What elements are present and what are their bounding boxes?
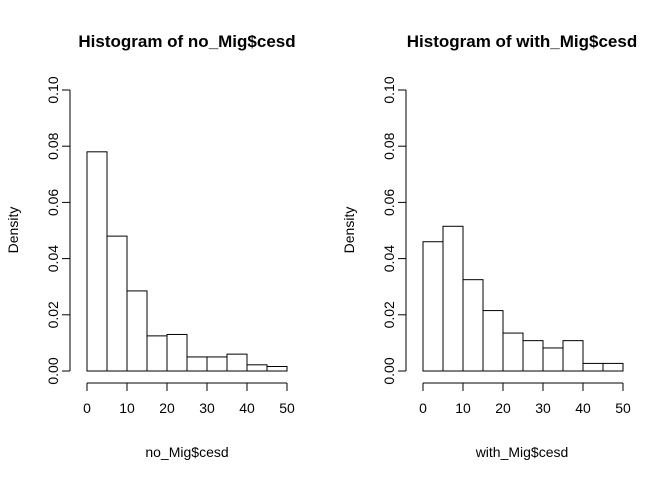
histogram-bar (462, 279, 484, 372)
x-axis: 0 10 20 30 40 50 (419, 382, 631, 416)
histogram-bar (502, 332, 524, 372)
x-tick-label: 50 (615, 400, 631, 416)
histogram-bar (106, 235, 128, 372)
x-tick-label: 50 (279, 400, 295, 416)
x-tick-label: 0 (83, 400, 91, 416)
histogram-panel-with-mig: Histogram of with_Mig$cesd with_Mig$cesd… (341, 32, 637, 460)
x-axis-label: with_Mig$cesd (475, 444, 569, 460)
histogram-bar (602, 362, 624, 372)
histogram-bar (482, 310, 504, 372)
histogram-panel-no-mig: Histogram of no_Mig$cesd no_Mig$cesd Den… (5, 32, 296, 460)
histogram-bar (266, 366, 288, 372)
x-tick-label: 10 (119, 400, 135, 416)
y-tick-label: 0.04 (381, 245, 397, 272)
y-tick-label: 0.02 (381, 301, 397, 328)
histogram-bar (226, 353, 248, 372)
histogram-bar (522, 340, 544, 372)
y-axis: 0.00 0.02 0.04 0.06 0.08 0.10 (381, 76, 407, 385)
histogram-bar (562, 340, 584, 372)
y-axis-label: Density (341, 207, 357, 254)
x-tick-label: 40 (575, 400, 591, 416)
x-tick-label: 20 (495, 400, 511, 416)
x-tick-label: 10 (455, 400, 471, 416)
y-tick-label: 0.04 (45, 245, 61, 272)
x-tick-label: 0 (419, 400, 427, 416)
y-tick-label: 0.08 (45, 132, 61, 159)
y-axis-label: Density (5, 207, 21, 254)
x-tick-label: 30 (199, 400, 215, 416)
x-tick-label: 30 (535, 400, 551, 416)
histogram-bar (86, 151, 108, 372)
histogram-bar (422, 241, 444, 372)
histogram-bar (542, 347, 564, 372)
x-tick-label: 40 (239, 400, 255, 416)
histogram-bar (206, 356, 228, 372)
y-tick-label: 0.10 (381, 76, 397, 103)
y-tick-label: 0.06 (45, 189, 61, 216)
x-axis: 0 10 20 30 40 50 (83, 382, 295, 416)
histogram-bar (126, 290, 148, 372)
histogram-bar (246, 364, 268, 372)
histogram-bar (582, 362, 604, 372)
histogram-bar (146, 335, 168, 372)
y-tick-label: 0.10 (45, 76, 61, 103)
x-axis-label: no_Mig$cesd (145, 444, 228, 460)
histogram-bar (442, 225, 464, 372)
histogram-bar (186, 356, 208, 372)
x-tick-label: 20 (159, 400, 175, 416)
histogram-bar (166, 333, 188, 372)
chart-title: Histogram of with_Mig$cesd (407, 32, 637, 51)
y-tick-label: 0.02 (45, 301, 61, 328)
y-tick-label: 0.08 (381, 132, 397, 159)
bars (86, 151, 288, 372)
y-tick-label: 0.06 (381, 189, 397, 216)
chart-title: Histogram of no_Mig$cesd (78, 32, 295, 51)
y-axis: 0.00 0.02 0.04 0.06 0.08 0.10 (45, 76, 71, 385)
y-tick-label: 0.00 (45, 357, 61, 384)
y-tick-label: 0.00 (381, 357, 397, 384)
bars (422, 225, 624, 372)
